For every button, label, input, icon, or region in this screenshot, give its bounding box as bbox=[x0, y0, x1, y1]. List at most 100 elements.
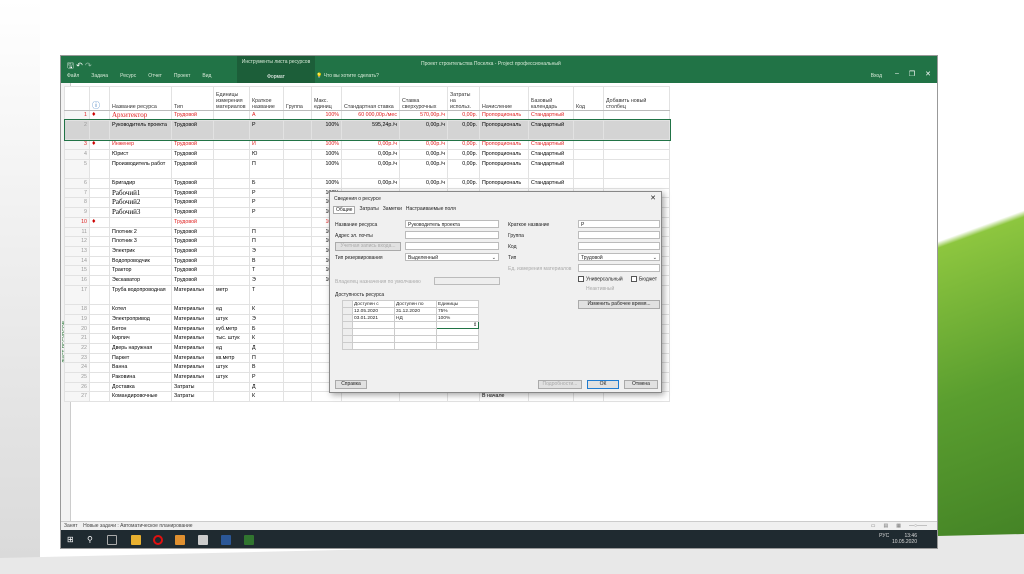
cell-short[interactable]: Д bbox=[249, 342, 284, 354]
cell-type[interactable]: Трудовой bbox=[171, 197, 214, 209]
task-view-icon[interactable] bbox=[107, 535, 117, 545]
cell[interactable] bbox=[283, 178, 312, 189]
group-field[interactable] bbox=[578, 231, 660, 239]
avail-cell[interactable]: 31.12.2020 bbox=[394, 307, 437, 315]
windows-start-icon[interactable]: ⊞ bbox=[67, 535, 74, 544]
row-number[interactable]: 15 bbox=[64, 265, 90, 276]
cell-name[interactable]: Дверь наружная bbox=[109, 342, 172, 354]
cell-type[interactable]: Затраты bbox=[171, 391, 214, 402]
cell-type[interactable]: Материальн bbox=[171, 313, 214, 325]
booking-type-select[interactable]: Выделенный ⌄ bbox=[405, 253, 499, 261]
table-row[interactable]: 3 ♦ Инженер Трудовой И 100% 0,00р./ч 0,00р./ч 0,… bbox=[64, 139, 670, 150]
cell[interactable] bbox=[283, 139, 312, 150]
cell-name[interactable]: Кирпич bbox=[109, 333, 172, 344]
row-number[interactable]: 12 bbox=[64, 236, 90, 247]
cell-short[interactable]: В bbox=[249, 255, 284, 267]
column-header[interactable]: Стандартная ставка bbox=[341, 86, 400, 111]
table-row[interactable]: 27 Командировочные Затраты К В начале bbox=[64, 391, 670, 402]
cell-short[interactable]: Р bbox=[249, 371, 284, 383]
row-number[interactable]: 13 bbox=[64, 245, 90, 257]
cell-short[interactable]: П bbox=[249, 226, 284, 238]
cell-name[interactable]: Архитектор bbox=[109, 110, 172, 121]
cell-short[interactable]: Р bbox=[249, 119, 284, 141]
cell-ot[interactable]: 0,00р./ч bbox=[399, 119, 448, 141]
cell-short[interactable]: П bbox=[249, 236, 284, 247]
cell-type[interactable]: Трудовой bbox=[171, 110, 214, 121]
row-number[interactable]: 14 bbox=[64, 255, 90, 267]
email-field[interactable] bbox=[405, 231, 499, 239]
cell-short[interactable]: Р bbox=[249, 187, 284, 199]
generic-checkbox[interactable]: Универсальный bbox=[578, 276, 623, 282]
cell-name[interactable]: Котел bbox=[109, 304, 172, 315]
cell-name[interactable]: Труба водопроводная bbox=[109, 284, 172, 306]
help-button[interactable]: Справка bbox=[335, 380, 367, 389]
tab-general[interactable]: Общие bbox=[333, 206, 356, 214]
cell-name[interactable]: Бригадир bbox=[109, 178, 172, 189]
cell-cpu[interactable]: 0,00р. bbox=[447, 119, 480, 141]
cell-ot[interactable]: 0,00р./ч bbox=[399, 139, 448, 150]
tab-format[interactable]: Формат bbox=[267, 74, 285, 80]
row-number[interactable]: 26 bbox=[64, 381, 90, 393]
cell[interactable] bbox=[283, 352, 312, 364]
cell-unit[interactable] bbox=[213, 226, 250, 238]
cell[interactable] bbox=[283, 371, 312, 383]
row-number[interactable]: 11 bbox=[64, 226, 90, 238]
cell-type[interactable]: Трудовой bbox=[171, 216, 214, 228]
column-header[interactable]: Единицы измерения материалов bbox=[213, 86, 250, 111]
close-icon[interactable]: ✕ bbox=[925, 71, 931, 78]
cell-acc[interactable]: Пропорциональ bbox=[479, 110, 529, 121]
tab-task[interactable]: Задача bbox=[91, 73, 109, 79]
details-button[interactable]: Подробности... bbox=[538, 380, 582, 389]
dialog-close-icon[interactable]: ✕ bbox=[650, 195, 656, 202]
cell-name[interactable]: Рабочий3 bbox=[109, 207, 172, 218]
cell-unit[interactable] bbox=[213, 274, 250, 286]
cell-cal[interactable]: Стандартный bbox=[528, 119, 574, 141]
column-header[interactable]: Начисление bbox=[479, 86, 529, 111]
cell-short[interactable]: И bbox=[249, 139, 284, 150]
cell[interactable] bbox=[603, 119, 670, 141]
cell[interactable] bbox=[603, 110, 670, 121]
cell-acc[interactable]: В начале bbox=[479, 391, 529, 402]
table-row[interactable]: 1 ♦ Архитектор Трудовой А 100% 60 000,00р./мес… bbox=[64, 110, 670, 121]
cell[interactable] bbox=[283, 274, 312, 286]
row-number[interactable]: 22 bbox=[64, 342, 90, 354]
cell-std[interactable]: 0,00р./ч bbox=[341, 178, 400, 189]
resource-name-field[interactable]: Руководитель проекта bbox=[405, 220, 499, 228]
cell-name[interactable]: Трактор bbox=[109, 265, 172, 276]
row-number[interactable]: 20 bbox=[64, 323, 90, 335]
cell-name[interactable]: Плотник 3 bbox=[109, 236, 172, 247]
cell[interactable] bbox=[283, 333, 312, 344]
column-header[interactable]: Название ресурса bbox=[109, 86, 172, 111]
row-number[interactable]: 24 bbox=[64, 362, 90, 373]
cell[interactable] bbox=[573, 391, 604, 402]
short-name-field[interactable]: Р bbox=[578, 220, 660, 228]
cell-unit[interactable] bbox=[213, 236, 250, 247]
cell-acc[interactable]: Пропорциональ bbox=[479, 158, 529, 180]
app-icon[interactable] bbox=[175, 535, 185, 545]
new-tasks-mode[interactable]: Новые задачи : Автоматическое планирован… bbox=[83, 523, 193, 529]
row-number[interactable]: 3 bbox=[64, 139, 90, 150]
cell[interactable] bbox=[573, 119, 604, 141]
column-header[interactable]: Затраты на использ. bbox=[447, 86, 480, 111]
cell-unit[interactable]: метр bbox=[213, 284, 250, 306]
zoom-slider[interactable]: —○—— bbox=[908, 523, 927, 529]
cell-unit[interactable]: куб.метр bbox=[213, 323, 250, 335]
cell-short[interactable]: Ю bbox=[249, 148, 284, 160]
cell-type[interactable]: Материальн bbox=[171, 333, 214, 344]
cell-cpu[interactable]: 0,00р. bbox=[447, 148, 480, 160]
cell-name[interactable]: Доставка bbox=[109, 381, 172, 393]
row-number[interactable]: 7 bbox=[64, 187, 90, 199]
cell-type[interactable]: Материальн bbox=[171, 371, 214, 383]
cell-type[interactable]: Материальн bbox=[171, 352, 214, 364]
row-number[interactable]: 9 bbox=[64, 207, 90, 218]
cell-unit[interactable] bbox=[213, 216, 250, 228]
row-number[interactable]: 21 bbox=[64, 333, 90, 344]
cell[interactable] bbox=[573, 178, 604, 189]
cell-name[interactable]: Паркет bbox=[109, 352, 172, 364]
cell-max[interactable] bbox=[311, 391, 342, 402]
cell[interactable] bbox=[573, 148, 604, 160]
cell-unit[interactable] bbox=[213, 148, 250, 160]
search-icon[interactable]: ⚲ bbox=[87, 535, 93, 544]
cell[interactable] bbox=[603, 391, 670, 402]
cell[interactable] bbox=[283, 158, 312, 180]
